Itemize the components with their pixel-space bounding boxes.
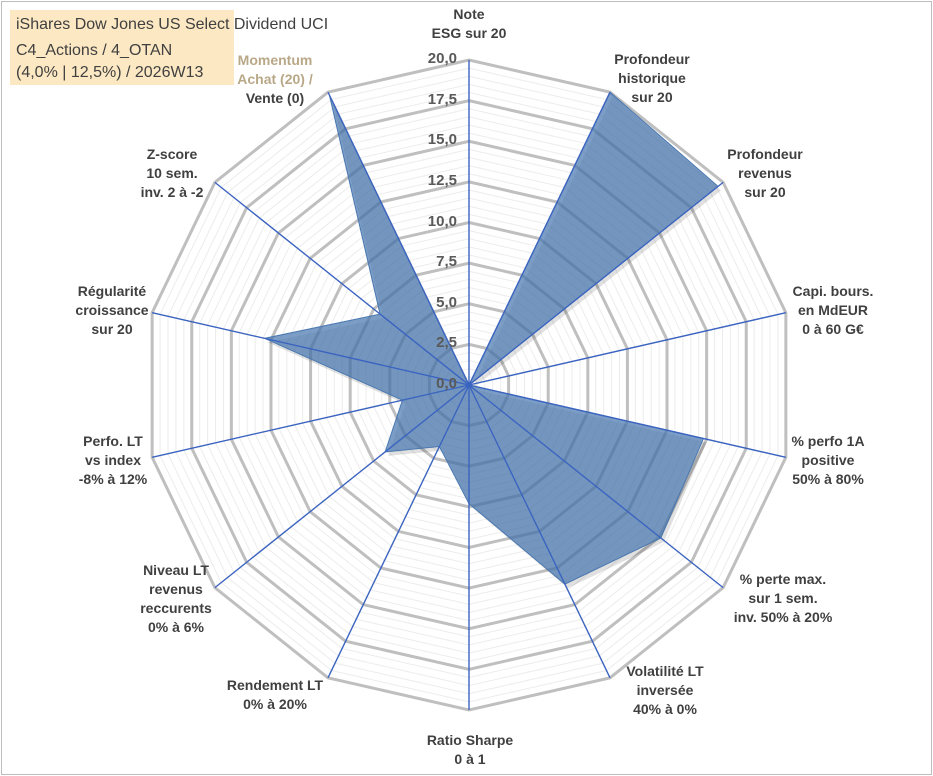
- axis-label-line: historique: [618, 70, 686, 86]
- axis-line: [327, 91, 470, 386]
- axis-label-line: ESG sur 20: [431, 25, 507, 41]
- axis-label-line: sur 1 sem.: [748, 590, 818, 606]
- axis-line: [214, 384, 470, 589]
- axis-label: Profondeur historique sur 20: [614, 50, 689, 107]
- axis-label-line: Achat (20) /: [237, 71, 313, 87]
- axis-label-line: Capi. bours.: [792, 283, 874, 299]
- axis-label-line: inv. 50% à 20%: [733, 609, 833, 625]
- title-line-3: (4,0% | 12,5%) / 2026W13: [16, 64, 204, 81]
- axis-label-line: sur 20: [744, 184, 786, 200]
- axis-line: [151, 311, 470, 386]
- axis-label-line: vs index: [84, 452, 142, 468]
- title-box: [10, 10, 234, 85]
- title-line-1: iShares Dow Jones US Select Dividend UCI: [16, 16, 329, 33]
- axis-label: % perfo 1A positive 50% à 80%: [791, 432, 864, 489]
- axis-label-line: positive: [801, 452, 855, 468]
- axis-line: [468, 384, 724, 589]
- axis-label-line: -8% à 12%: [78, 471, 148, 487]
- axis-label-line: 10 sem.: [146, 165, 198, 181]
- axis-label-line: Z-score: [146, 146, 198, 162]
- axis-label: Perfo. LT vs index -8% à 12%: [79, 432, 147, 489]
- tick-label: 10,0: [427, 212, 457, 230]
- axis-label-line: Note: [453, 6, 485, 22]
- axis-label-line: inv. 2 à -2: [140, 184, 204, 200]
- axis-label: Ratio Sharpe 0 à 1: [427, 731, 513, 769]
- axis-label-line: Volatilité LT: [626, 663, 704, 679]
- axis-label-line: sur 20: [91, 321, 133, 337]
- axis-label-line: en MdEUR: [798, 302, 868, 318]
- axis-label-line: % perfo 1A: [791, 433, 865, 449]
- axis-label-line: % perte max.: [739, 571, 827, 587]
- title-line-2: C4_Actions / 4_OTAN: [16, 42, 173, 59]
- tick-label: 5,0: [436, 293, 457, 311]
- axis-label-line: 0 à 1: [454, 751, 486, 767]
- axis-label: Note ESG sur 20: [432, 5, 507, 43]
- axis-label-line: Ratio Sharpe: [426, 732, 514, 748]
- axis-label-line: 50% à 80%: [792, 471, 864, 487]
- axis-label-line: Niveau LT: [143, 562, 209, 578]
- axis-label: Niveau LT revenus reccurents 0% à 6%: [140, 561, 212, 637]
- axis-label-line: Momentum: [237, 52, 313, 68]
- axis-line: [468, 384, 611, 679]
- axis-label-line: 0 à 60 G€: [802, 321, 864, 337]
- axis-label-line: 40% à 0%: [633, 701, 697, 717]
- axis-line: [151, 384, 470, 459]
- axis-label-line: revenus: [149, 581, 203, 597]
- axis-label-line: Vente (0): [245, 90, 305, 106]
- axis-label-line: croissance: [75, 302, 149, 318]
- axis-line: [327, 384, 470, 679]
- axis-label-line: sur 20: [631, 89, 673, 105]
- axis-label: Capi. bours. en MdEUR 0 à 60 G€: [793, 282, 874, 339]
- axis-label-line: Profondeur: [727, 146, 803, 162]
- axis-label: Momentum Achat (20) / Vente (0): [237, 51, 312, 108]
- axis-line: [468, 181, 724, 386]
- axis-label: Profondeur revenus sur 20: [727, 145, 802, 202]
- axis-label-line: 0% à 20%: [243, 696, 307, 712]
- axis-label: Régularité croissance sur 20: [75, 282, 148, 339]
- tick-label: 20,0: [427, 50, 457, 67]
- axis-label-line: Profondeur: [614, 51, 690, 67]
- axis-label-line: inversée: [636, 682, 694, 698]
- tick-label: 17,5: [427, 90, 457, 108]
- axis-label-line: revenus: [738, 165, 792, 181]
- axis-label: Z-score 10 sem. inv. 2 à -2: [141, 145, 204, 202]
- axis-line: [468, 384, 787, 459]
- axis-label-line: Perfo. LT: [83, 433, 143, 449]
- tick-label: 15,0: [427, 131, 457, 149]
- tick-label: 2,5: [436, 334, 457, 352]
- axis-label-line: Régularité: [77, 283, 147, 299]
- axis-line: [214, 181, 470, 386]
- axis-label-line: 0% à 6%: [147, 619, 205, 635]
- axis-label: Rendement LT 0% à 20%: [227, 676, 323, 714]
- axis-label-line: Rendement LT: [226, 677, 324, 693]
- tick-label: 0,0: [436, 375, 457, 392]
- axis-line: [468, 311, 787, 386]
- tick-label: 7,5: [436, 253, 457, 271]
- axis-label-line: reccurents: [140, 600, 212, 616]
- axis-label: Volatilité LT inversée 40% à 0%: [626, 662, 703, 719]
- axis-line: [468, 91, 611, 386]
- tick-label: 12,5: [427, 171, 457, 189]
- axis-label: % perte max. sur 1 sem. inv. 50% à 20%: [734, 570, 833, 627]
